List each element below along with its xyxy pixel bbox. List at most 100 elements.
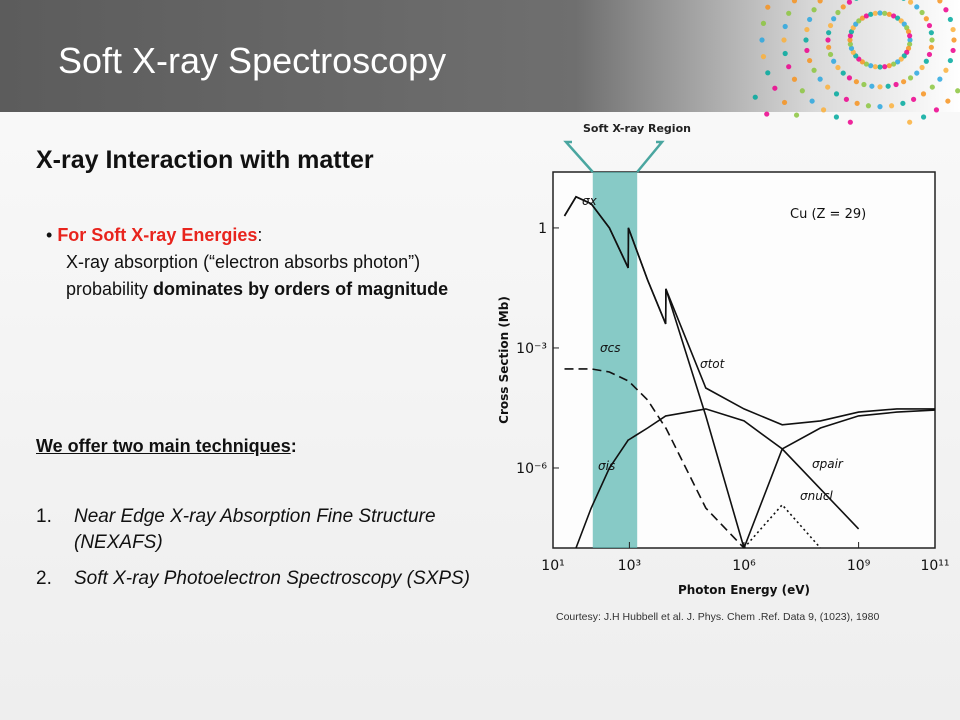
deco-dot	[781, 99, 788, 106]
deco-dot	[863, 13, 869, 19]
deco-dot	[772, 85, 778, 91]
deco-dot	[900, 100, 906, 106]
deco-dot	[856, 18, 862, 24]
deco-dot	[928, 30, 934, 36]
deco-dot	[847, 33, 853, 39]
deco-dot	[835, 9, 841, 16]
deco-dot	[804, 26, 810, 33]
heading-text: We offer two main techniques	[36, 436, 291, 456]
x-tick-label: 10¹¹	[920, 558, 949, 574]
bullet-dot: •	[46, 225, 58, 245]
deco-dot	[765, 70, 771, 76]
deco-dot	[914, 70, 920, 76]
deco-dot	[868, 11, 874, 17]
deco-dot	[854, 100, 860, 106]
deco-dot	[877, 10, 883, 16]
slide-title: Soft X-ray Spectroscopy	[58, 40, 447, 81]
deco-dot	[886, 63, 892, 69]
deco-dot	[827, 51, 834, 58]
deco-dot	[803, 37, 809, 43]
deco-dot	[791, 0, 798, 4]
deco-dot	[943, 7, 949, 13]
deco-dot	[947, 16, 953, 23]
deco-dot	[833, 114, 840, 120]
item-text: Soft X-ray Photoelectron Spectroscopy (S…	[74, 568, 471, 589]
deco-dot	[831, 58, 837, 64]
highlight-label: Soft X-ray Region	[583, 122, 691, 135]
deco-dot	[907, 37, 913, 43]
deco-dot	[928, 44, 934, 50]
deco-dot	[882, 10, 888, 16]
deco-dot	[937, 76, 943, 82]
caption: Courtesy: J.H Hubbell et al. J. Phys. Ch…	[556, 611, 880, 623]
series-label: σnucl	[800, 489, 833, 503]
deco-dot	[891, 61, 897, 67]
deco-dot	[907, 33, 913, 39]
deco-dot	[877, 64, 883, 70]
deco-dot	[947, 57, 953, 64]
deco-dot	[901, 53, 907, 59]
deco-dot	[895, 15, 901, 21]
deco-dot	[820, 107, 827, 113]
deco-dot	[926, 51, 933, 58]
deco-dot	[850, 49, 856, 55]
deco-dot	[919, 9, 925, 16]
deco-dot	[811, 7, 817, 13]
deco-dot	[891, 13, 897, 19]
deco-dot	[901, 79, 907, 85]
subtitle: X-ray Interaction with matter	[36, 146, 374, 174]
deco-dot	[869, 83, 875, 89]
series-line	[564, 368, 745, 549]
deco-dot	[760, 54, 767, 60]
deco-dot	[847, 41, 853, 47]
deco-dot	[840, 4, 846, 10]
deco-dot	[863, 61, 869, 67]
deco-dot	[929, 84, 935, 90]
deco-dot	[920, 91, 927, 97]
deco-dot	[905, 29, 912, 35]
deco-dot	[826, 30, 832, 36]
deco-dot	[859, 59, 865, 65]
deco-dot	[950, 26, 956, 33]
deco-dot	[907, 75, 914, 81]
deco-dot	[811, 67, 817, 73]
deco-dot	[791, 76, 798, 82]
deco-dot	[853, 79, 859, 85]
deco-dot	[859, 15, 865, 21]
deco-dot	[907, 41, 913, 47]
list-item: 1. Near Edge X-ray Absorption Fine Struct…	[36, 504, 496, 556]
deco-dot	[905, 45, 912, 51]
deco-dot	[853, 21, 859, 27]
deco-dot	[955, 88, 960, 94]
bullet-lead: For Soft X-ray Energies	[57, 225, 258, 245]
deco-dot	[943, 67, 949, 73]
deco-dot	[764, 111, 770, 117]
y-tick-label: 10⁻⁶	[516, 461, 547, 477]
deco-dot	[831, 16, 837, 22]
deco-dot	[765, 4, 771, 10]
deco-dot	[919, 64, 925, 71]
deco-dot	[937, 0, 943, 4]
deco-dot	[846, 75, 853, 81]
x-tick-label: 10⁶	[732, 558, 756, 574]
deco-dot	[804, 47, 810, 54]
item-text: Near Edge X-ray Absorption Fine Structur…	[74, 506, 436, 553]
deco-dot	[898, 56, 904, 62]
series-label: σtot	[700, 357, 726, 371]
deco-dot	[817, 76, 823, 82]
deco-dot	[809, 98, 815, 104]
deco-dot	[865, 103, 872, 109]
techniques-heading: We offer two main techniques:	[36, 436, 297, 457]
deco-dot	[868, 63, 874, 69]
deco-dot	[846, 0, 853, 5]
deco-dot	[933, 107, 940, 113]
deco-dot	[854, 0, 859, 1]
deco-dot	[877, 104, 883, 110]
deco-dot	[847, 37, 853, 43]
deco-dot	[825, 84, 831, 90]
list-item: 2. Soft X-ray Photoelectron Spectroscopy …	[36, 566, 496, 592]
bullet: • For Soft X-ray Energies: X-ray absorpt…	[46, 222, 466, 303]
deco-dot	[888, 103, 895, 109]
deco-dot	[877, 84, 883, 90]
